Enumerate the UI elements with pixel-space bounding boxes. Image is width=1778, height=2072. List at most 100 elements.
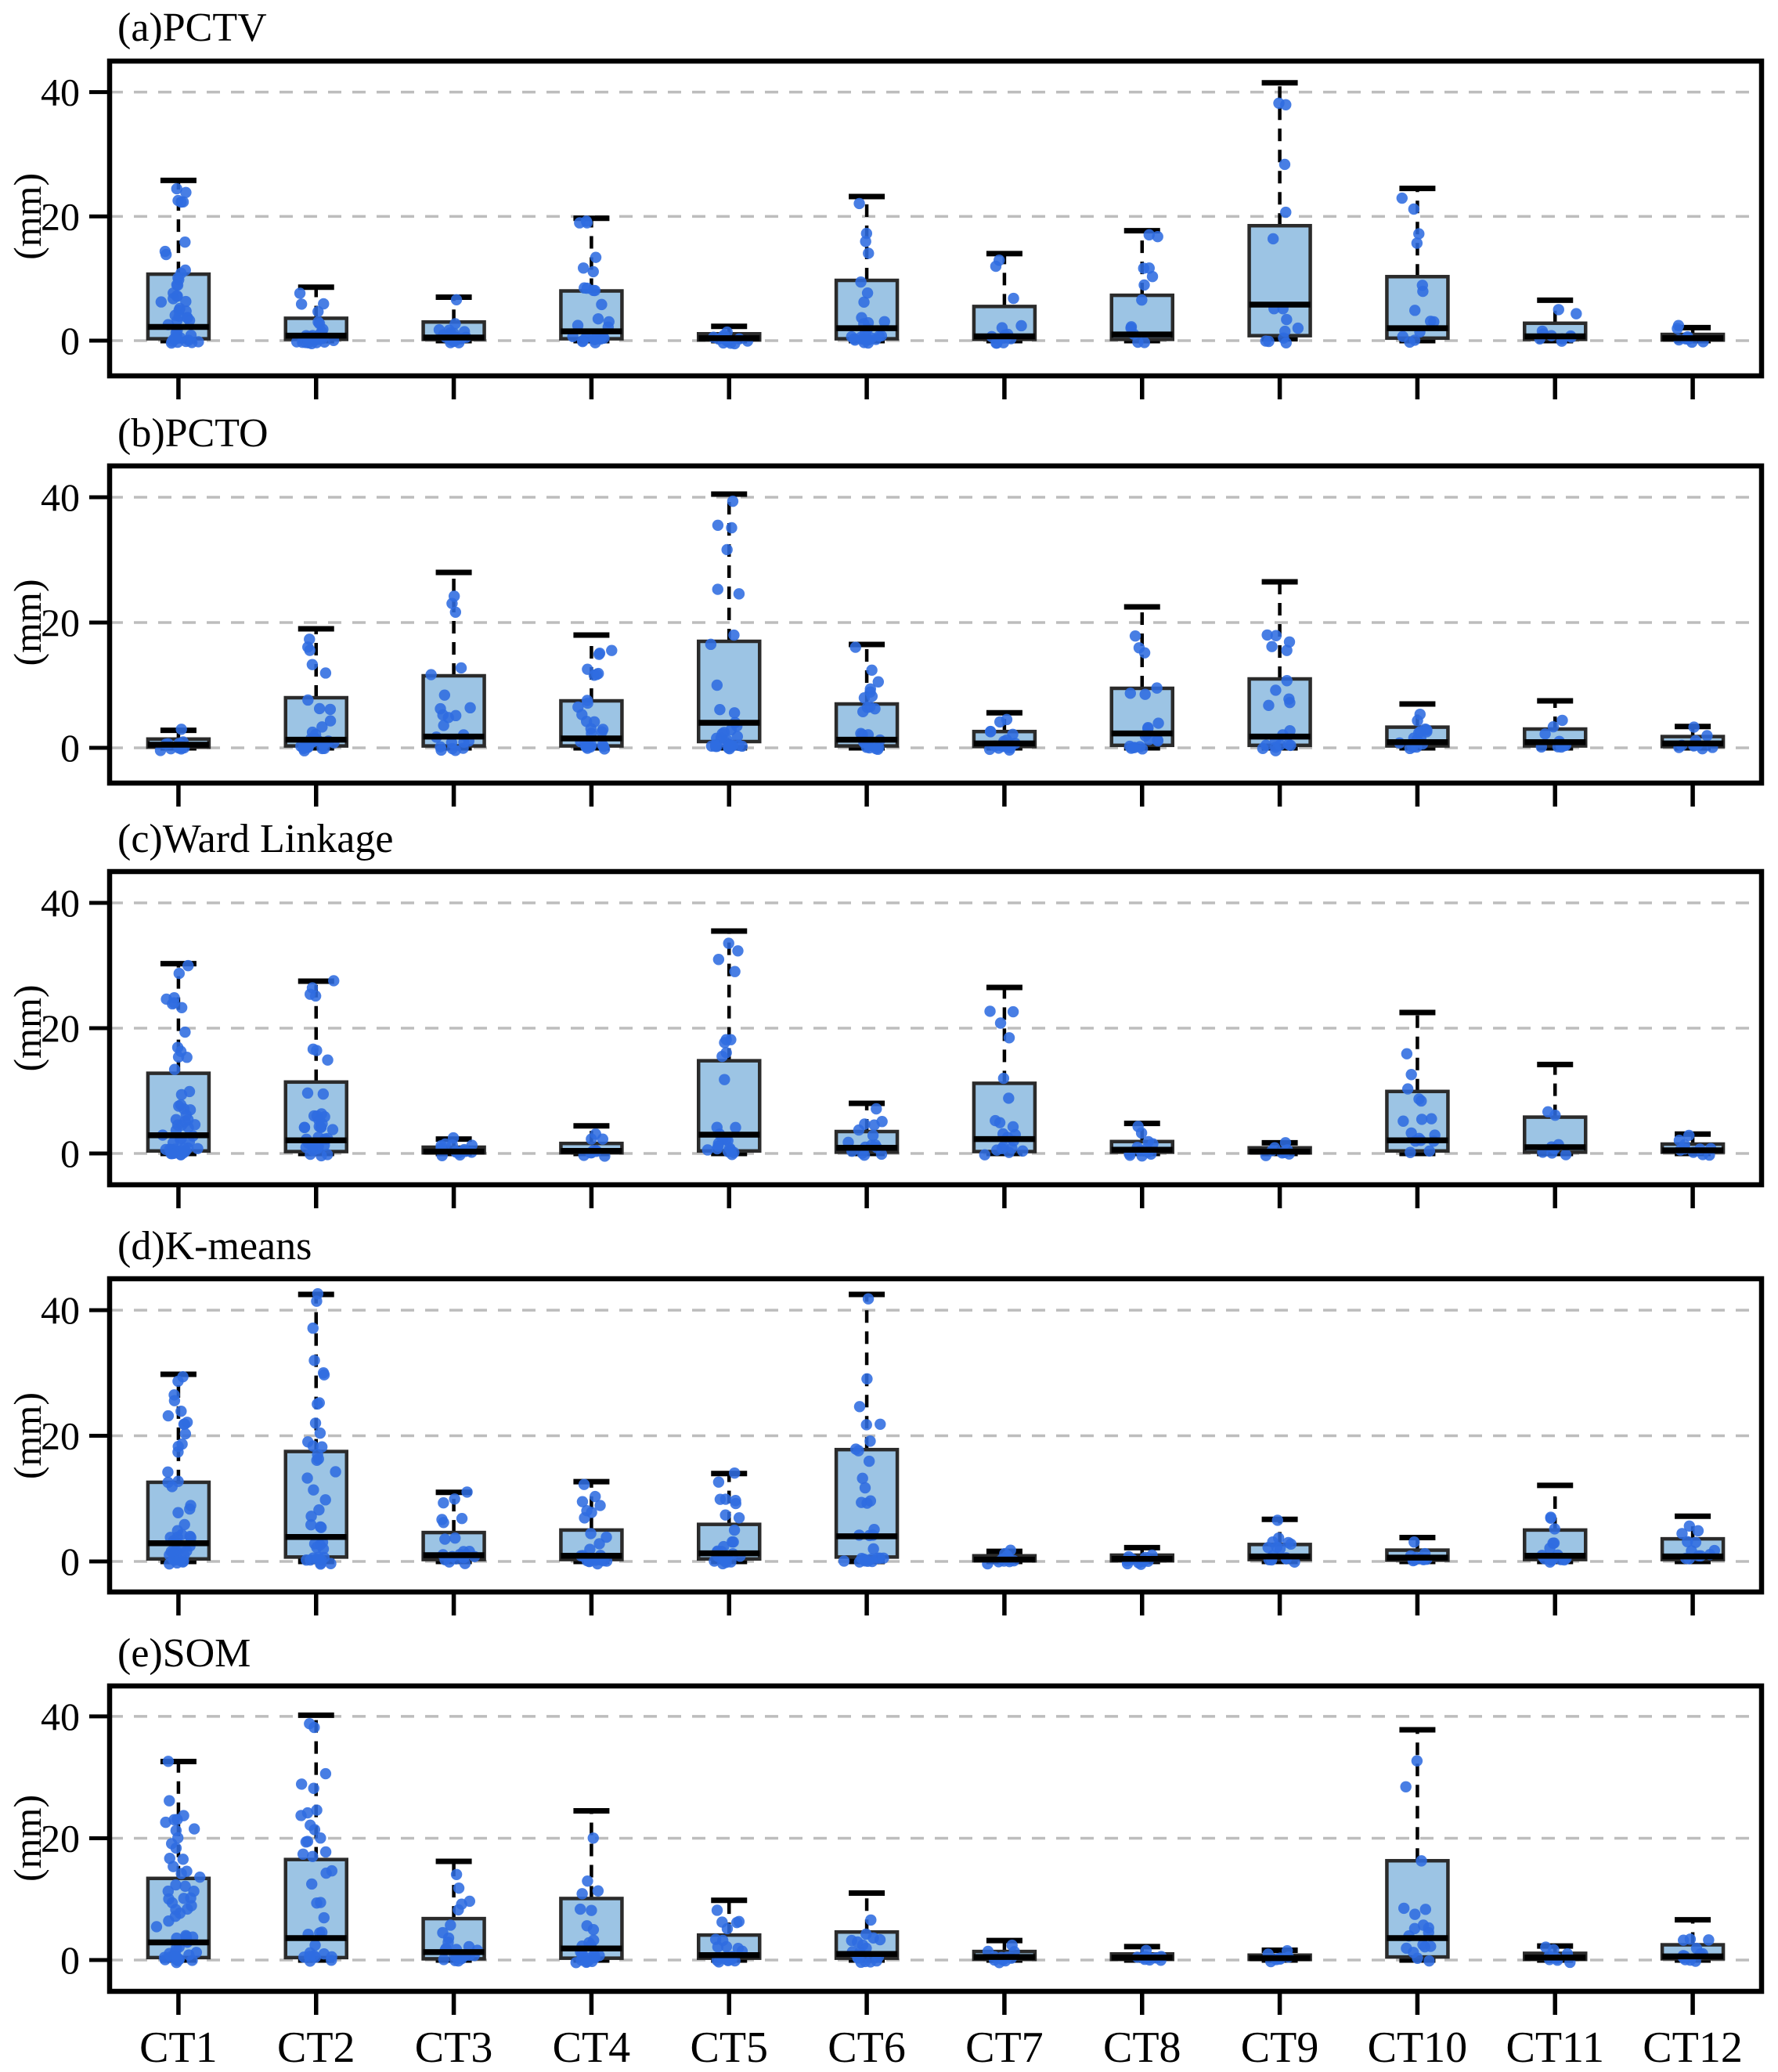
scatter-point <box>319 742 330 754</box>
panel-b-plot: 0 20 40 (mm) <box>5 463 1765 807</box>
scatter-point <box>175 1088 188 1101</box>
scatter-point <box>160 1816 171 1828</box>
y-tick-label: 40 <box>41 881 80 925</box>
boxplot-CT11 <box>1523 698 1588 753</box>
scatter-point <box>1282 1536 1294 1549</box>
scatter-point <box>867 1543 879 1555</box>
scatter-point <box>587 1832 599 1844</box>
scatter-point <box>192 1142 204 1154</box>
boxplot-CT8 <box>1109 1544 1174 1570</box>
scatter-point <box>1413 1093 1425 1105</box>
scatter-point <box>1401 1048 1413 1059</box>
boxplot-CT3 <box>421 1486 486 1569</box>
y-axis-label: (mm) <box>5 173 49 260</box>
scatter-point <box>1398 1902 1410 1915</box>
scatter-point <box>463 1895 476 1908</box>
scatter-point <box>598 332 610 345</box>
scatter-point <box>171 1525 184 1536</box>
scatter-point <box>188 1823 200 1835</box>
scatter-point <box>1003 1092 1015 1104</box>
scatter-point <box>727 1536 738 1548</box>
boxplot-CT7 <box>972 1937 1037 1969</box>
scatter-point <box>728 707 741 719</box>
scatter-point <box>308 1110 320 1122</box>
boxplot-CT10 <box>1385 1727 1450 1967</box>
scatter-point <box>574 217 586 229</box>
scatter-point <box>1129 630 1141 642</box>
scatter-point <box>305 1519 317 1531</box>
scatter-point <box>863 1455 875 1467</box>
scatter-point <box>301 1836 314 1847</box>
scatter-point <box>168 1063 181 1075</box>
boxplot-CT6 <box>834 1291 900 1568</box>
scatter-point <box>1292 322 1304 334</box>
scatter-point <box>425 669 437 680</box>
scatter-point <box>295 1778 308 1790</box>
scatter-point <box>437 1926 449 1939</box>
panel-e-title: (e)SOM <box>117 1631 251 1676</box>
scatter-point <box>726 522 738 534</box>
scatter-point <box>324 715 337 727</box>
scatter-point <box>1421 726 1433 738</box>
scatter-point <box>728 1524 741 1536</box>
boxplot-CT12 <box>1660 1513 1726 1565</box>
scatter-point <box>315 1521 326 1533</box>
scatter-point <box>593 648 605 660</box>
scatter-point <box>175 724 187 735</box>
boxplot-CT9 <box>1247 579 1312 756</box>
scatter-point <box>581 1505 593 1517</box>
scatter-point <box>857 1472 868 1485</box>
scatter-point <box>590 1490 601 1503</box>
scatter-point <box>1125 321 1138 333</box>
scatter-point <box>1547 721 1560 733</box>
boxplot-CT12 <box>1660 721 1726 755</box>
scatter-point <box>1672 323 1683 334</box>
scatter-point <box>864 1495 877 1507</box>
scatter-point <box>311 1045 323 1056</box>
y-tick-label: 0 <box>60 726 80 770</box>
scatter-point <box>1124 688 1136 699</box>
scatter-point <box>168 293 179 305</box>
box <box>1385 1858 1450 1959</box>
scatter-point <box>438 1496 449 1509</box>
scatter-point <box>175 1406 187 1417</box>
scatter-point <box>866 664 878 677</box>
scatter-point <box>1133 642 1145 654</box>
scatter-point <box>1690 1536 1702 1548</box>
scatter-point <box>179 236 191 248</box>
scatter-point <box>162 1410 175 1422</box>
scatter-point <box>1684 1933 1697 1945</box>
y-tick-label: 40 <box>41 70 80 114</box>
scatter-point <box>1151 682 1163 694</box>
scatter-point <box>868 1119 880 1131</box>
scatter-point <box>1413 228 1425 240</box>
scatter-point <box>1428 316 1440 328</box>
scatter-point <box>1423 1145 1436 1157</box>
boxplot-CT11 <box>1523 1061 1588 1161</box>
scatter-point <box>319 1767 332 1780</box>
scatter-point <box>456 1512 468 1525</box>
scatter-point <box>588 670 600 681</box>
axes-frame <box>106 58 1765 379</box>
scatter-point <box>855 276 867 288</box>
scatter-point <box>1409 1908 1421 1920</box>
scatter-point <box>586 739 597 751</box>
scatter-point <box>590 251 602 263</box>
scatter-point <box>165 1546 178 1558</box>
scatter-point <box>177 1370 189 1383</box>
scatter-point <box>449 745 461 756</box>
boxplot-CT6 <box>834 641 900 756</box>
scatter-point <box>593 1538 605 1550</box>
boxplot-CT11 <box>1523 297 1588 347</box>
scatter-point <box>307 1322 319 1334</box>
scatter-point <box>438 689 451 701</box>
scatter-point <box>181 1052 193 1063</box>
scatter-point <box>878 316 890 327</box>
scatter-point <box>317 1367 330 1379</box>
scatter-point <box>312 305 324 318</box>
scatter-point <box>861 287 874 299</box>
scatter-point <box>298 1121 311 1133</box>
scatter-point <box>997 1072 1010 1085</box>
scatter-point <box>177 1854 189 1865</box>
scatter-point <box>295 298 308 310</box>
